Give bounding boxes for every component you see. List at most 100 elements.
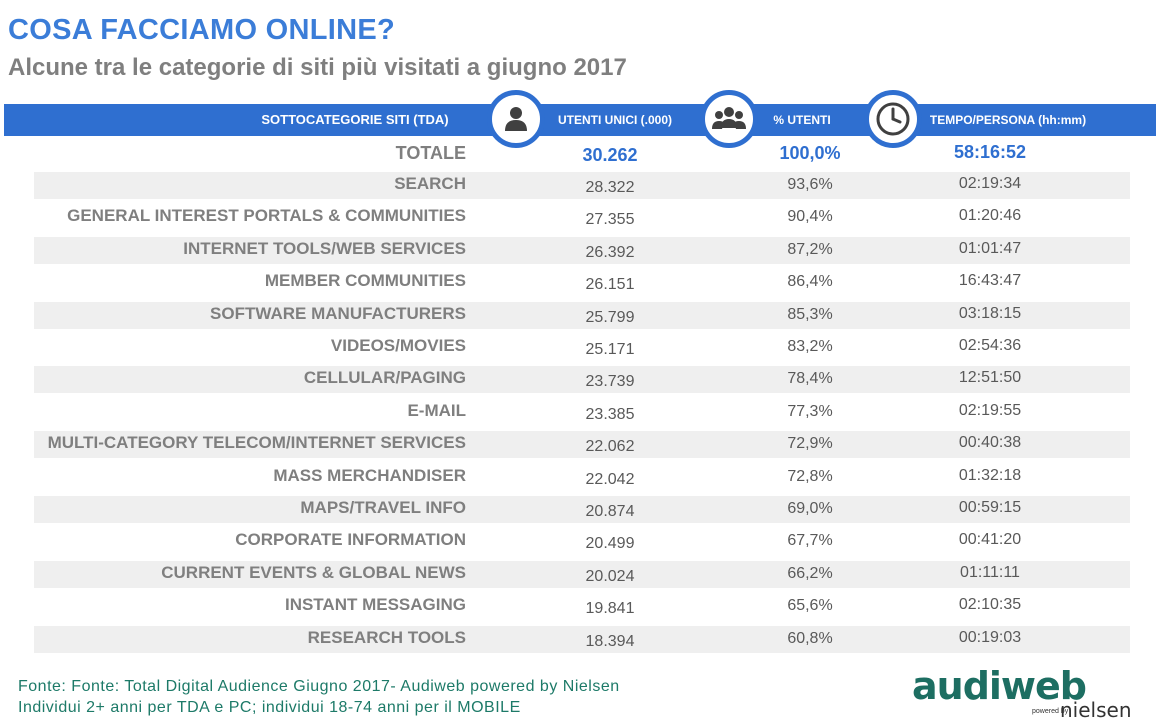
- row-unique-users: 26.392: [585, 243, 635, 261]
- row-category: E-MAIL: [407, 400, 466, 420]
- row-pct-users: 72,8%: [787, 467, 833, 485]
- table-row: GENERAL INTEREST PORTALS & COMMUNITIES 27…: [0, 204, 1158, 231]
- group-icon: [700, 90, 758, 148]
- table-row: MAPS/TRAVEL INFO 20.874 69,0% 00:59:15: [0, 496, 1158, 523]
- row-time-per-person: 12:51:50: [958, 369, 1022, 387]
- row-stripe: [34, 236, 1130, 264]
- table-row: RESEARCH TOOLS 18.394 60,8% 00:19:03: [0, 625, 1158, 653]
- total-unique-users: 30.262: [582, 145, 638, 165]
- row-time-per-person: 01:11:11: [960, 563, 1020, 581]
- row-category: CELLULAR/PAGING: [303, 368, 466, 388]
- row-time-per-person: 00:19:03: [958, 628, 1022, 646]
- row-time-per-person: 00:41:20: [958, 531, 1022, 549]
- row-pct-users: 90,4%: [787, 208, 833, 226]
- header-time-per-person: TEMPO/PERSONA (hh:mm): [929, 113, 1087, 127]
- table-row: E-MAIL 23.385 77,3% 02:19:55: [0, 399, 1158, 426]
- row-time-per-person: 02:19:34: [958, 175, 1022, 192]
- row-stripe: [34, 431, 1130, 459]
- source-line-1: Fonte: Fonte: Total Digital Audience Giu…: [18, 678, 620, 695]
- row-category: MAPS/TRAVEL INFO: [300, 498, 466, 517]
- row-unique-users: 20.024: [585, 567, 635, 585]
- row-pct-users: 67,7%: [787, 532, 833, 550]
- total-time-per-person: 58:16:52: [953, 142, 1027, 162]
- row-pct-users: 85,3%: [787, 305, 833, 323]
- row-category: MEMBER COMMUNITIES: [264, 271, 466, 291]
- row-pct-users: 65,6%: [787, 597, 833, 615]
- row-unique-users: 19.841: [585, 600, 635, 618]
- table-row: SOFTWARE MANUFACTURERS 25.799 85,3% 03:18:1…: [0, 301, 1158, 329]
- table-row: CELLULAR/PAGING 23.739 78,4% 12:51:50: [0, 366, 1158, 394]
- row-category: SOFTWARE MANUFACTURERS: [210, 303, 466, 323]
- row-stripe: [34, 625, 1130, 653]
- row-pct-users: 60,8%: [787, 629, 833, 647]
- row-time-per-person: 02:19:55: [958, 401, 1022, 419]
- logo-main-text: audiweb: [912, 664, 1087, 708]
- row-category: GENERAL INTEREST PORTALS & COMMUNITIES: [67, 206, 466, 226]
- row-category: CORPORATE INFORMATION: [235, 530, 466, 550]
- row-unique-users: 23.739: [585, 373, 635, 391]
- row-unique-users: 23.385: [585, 405, 635, 423]
- row-time-per-person: 16:43:47: [958, 272, 1022, 290]
- row-category: VIDEOS/MOVIES: [330, 336, 466, 355]
- row-pct-users: 86,4%: [787, 273, 833, 291]
- row-stripe: [34, 172, 1130, 199]
- row-pct-users: 83,2%: [787, 338, 833, 355]
- header-category: SOTTOCATEGORIE SITI (TDA): [261, 112, 449, 127]
- row-category: MULTI-CATEGORY TELECOM/INTERNET SERVICES: [47, 433, 466, 453]
- row-unique-users: 25.171: [585, 341, 635, 358]
- header-unique-users: UTENTI UNICI (.000): [557, 113, 672, 127]
- total-pct-users: 100,0%: [779, 143, 841, 163]
- row-unique-users: 20.499: [585, 535, 635, 553]
- row-time-per-person: 01:32:18: [958, 466, 1022, 484]
- row-unique-users: 18.394: [585, 632, 635, 650]
- row-pct-users: 69,0%: [787, 500, 833, 517]
- header-pct-users: % UTENTI: [773, 113, 831, 127]
- row-category: MASS MERCHANDISER: [273, 465, 466, 485]
- table-row: CORPORATE INFORMATION 20.499 67,7% 00:41:20: [0, 528, 1158, 555]
- row-pct-users: 78,4%: [787, 370, 833, 388]
- table-row: SEARCH 28.322 93,6% 02:19:34: [0, 172, 1158, 199]
- row-category: CURRENT EVENTS & GLOBAL NEWS: [161, 562, 466, 582]
- clock-icon: [864, 90, 922, 148]
- source-line-2: Individui 2+ anni per TDA e PC; individu…: [18, 699, 521, 716]
- row-stripe: [34, 301, 1130, 329]
- table-row-total: TOTALE 30.262 100,0% 58:16:52: [0, 140, 1158, 167]
- row-category: SEARCH: [394, 174, 466, 193]
- row-stripe: [34, 366, 1130, 394]
- table-row: MASS MERCHANDISER 22.042 72,8% 01:32:18: [0, 464, 1158, 491]
- row-stripe: [34, 496, 1130, 523]
- row-pct-users: 87,2%: [787, 240, 833, 258]
- logo-nielsen-text: nielsen: [1060, 698, 1132, 722]
- row-time-per-person: 03:18:15: [958, 304, 1022, 322]
- source-note: Fonte: Fonte: Total Digital Audience Giu…: [18, 676, 620, 718]
- table-header-bar: [4, 104, 1156, 136]
- page-subtitle: Alcune tra le categorie di siti più visi…: [8, 54, 627, 81]
- row-pct-users: 93,6%: [787, 176, 833, 193]
- row-category: INSTANT MESSAGING: [284, 595, 466, 615]
- row-time-per-person: 02:10:35: [958, 596, 1022, 614]
- row-category: INTERNET TOOLS/WEB SERVICES: [183, 238, 466, 258]
- row-pct-users: 66,2%: [787, 564, 833, 582]
- logo-powered-text: powered by: [1032, 708, 1069, 715]
- row-unique-users: 27.355: [585, 211, 635, 229]
- row-unique-users: 20.874: [585, 503, 635, 520]
- table-row: MULTI-CATEGORY TELECOM/INTERNET SERVICES…: [0, 431, 1158, 459]
- person-icon: [487, 90, 545, 148]
- table-row: MEMBER COMMUNITIES 26.151 86,4% 16:43:47: [0, 269, 1158, 296]
- row-unique-users: 25.799: [585, 308, 635, 326]
- row-time-per-person: 02:54:36: [958, 337, 1022, 354]
- row-unique-users: 22.042: [585, 470, 635, 488]
- row-stripe: [34, 560, 1130, 588]
- table-row: VIDEOS/MOVIES 25.171 83,2% 02:54:36: [0, 334, 1158, 361]
- row-unique-users: 28.322: [585, 179, 635, 196]
- row-pct-users: 77,3%: [787, 402, 833, 420]
- table-row: INTERNET TOOLS/WEB SERVICES 26.392 87,2% 01…: [0, 236, 1158, 264]
- row-unique-users: 22.062: [585, 438, 635, 456]
- row-time-per-person: 01:20:46: [958, 207, 1022, 225]
- row-time-per-person: 01:01:47: [958, 239, 1022, 257]
- row-time-per-person: 00:40:38: [958, 434, 1022, 452]
- row-unique-users: 26.151: [585, 276, 635, 294]
- row-category: RESEARCH TOOLS: [307, 627, 466, 647]
- page-title: COSA FACCIAMO ONLINE?: [8, 14, 396, 46]
- total-category: TOTALE: [395, 143, 466, 163]
